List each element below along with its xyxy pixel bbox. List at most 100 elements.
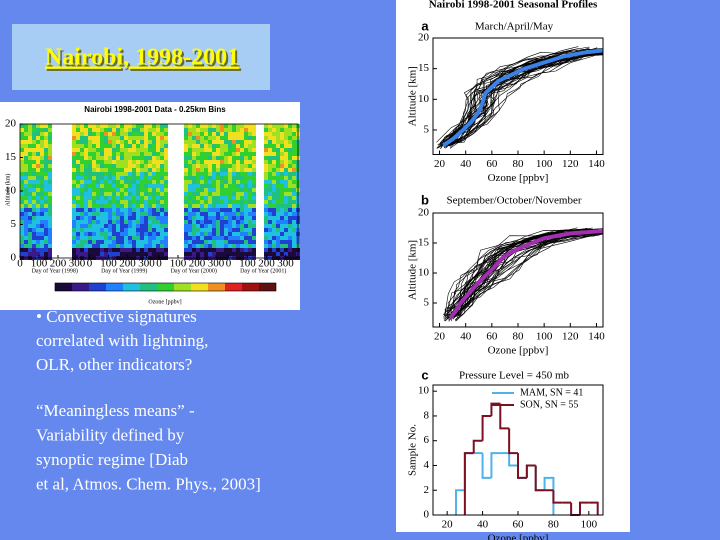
heatmap-cell bbox=[284, 176, 288, 180]
heatmap-cell bbox=[268, 180, 272, 184]
heatmap-cell bbox=[48, 204, 52, 208]
heatmap-cell bbox=[272, 216, 276, 220]
heatmap-cell bbox=[160, 196, 164, 200]
heatmap-cell bbox=[248, 136, 252, 140]
heatmap-cell bbox=[192, 212, 196, 216]
heatmap-cell bbox=[212, 240, 216, 244]
heatmap-cell bbox=[164, 196, 168, 200]
heatmap-cell bbox=[272, 248, 276, 252]
heatmap-cell bbox=[28, 196, 32, 200]
heatmap-cell bbox=[40, 240, 44, 244]
heatmap-cell bbox=[240, 132, 244, 136]
heatmap-cell bbox=[276, 200, 280, 204]
heatmap-cell bbox=[152, 176, 156, 180]
heatmap-cell bbox=[140, 184, 144, 188]
heatmap-cell bbox=[164, 172, 168, 176]
heatmap-cell bbox=[124, 240, 128, 244]
heatmap-cell bbox=[80, 208, 84, 212]
heatmap-cell bbox=[244, 204, 248, 208]
heatmap-cell bbox=[220, 144, 224, 148]
heatmap-cell bbox=[100, 200, 104, 204]
heatmap-cell bbox=[148, 152, 152, 156]
heatmap-cell bbox=[88, 156, 92, 160]
heatmap-cell bbox=[184, 172, 188, 176]
heatmap-cell bbox=[104, 136, 108, 140]
legend-label: MAM, SN = 41 bbox=[520, 387, 583, 398]
histogram-step bbox=[508, 453, 518, 467]
heatmap-cell bbox=[248, 252, 252, 256]
heatmap-cell bbox=[40, 236, 44, 240]
heatmap-cell bbox=[232, 252, 236, 256]
heatmap-cell bbox=[40, 172, 44, 176]
heatmap-cell bbox=[232, 216, 236, 220]
heatmap-cell bbox=[292, 156, 296, 160]
heatmap-cell bbox=[220, 192, 224, 196]
heatmap-cell bbox=[92, 232, 96, 236]
heatmap-cell bbox=[204, 252, 208, 256]
x-axis-label: Ozone [ppbv] bbox=[488, 533, 549, 540]
heatmap-cell bbox=[132, 176, 136, 180]
heatmap-cell bbox=[292, 196, 296, 200]
heatmap-cell bbox=[96, 208, 100, 212]
heatmap-cell bbox=[200, 224, 204, 228]
heatmap-cell bbox=[104, 212, 108, 216]
heatmap-cell bbox=[232, 200, 236, 204]
heatmap-cell bbox=[276, 168, 280, 172]
heatmap-cell bbox=[28, 240, 32, 244]
heatmap-cell bbox=[292, 144, 296, 148]
heatmap-cell bbox=[40, 128, 44, 132]
heatmap-cell bbox=[88, 172, 92, 176]
heatmap-cell bbox=[152, 128, 156, 132]
heatmap-cell bbox=[108, 196, 112, 200]
heatmap-cell bbox=[204, 192, 208, 196]
heatmap-cell bbox=[188, 176, 192, 180]
heatmap-cell bbox=[268, 188, 272, 192]
heatmap-cell bbox=[104, 220, 108, 224]
heatmap-cell bbox=[28, 140, 32, 144]
heatmap-cell bbox=[88, 176, 92, 180]
heatmap-cell bbox=[244, 140, 248, 144]
heatmap-cell bbox=[184, 156, 188, 160]
heatmap-cell bbox=[120, 252, 124, 256]
heatmap-cell bbox=[40, 156, 44, 160]
heatmap-cell bbox=[276, 196, 280, 200]
heatmap-cell bbox=[188, 124, 192, 128]
heatmap-cell bbox=[164, 140, 168, 144]
heatmap-cell bbox=[288, 168, 292, 172]
x-tick-label: 20 bbox=[434, 158, 446, 170]
heatmap-cell bbox=[72, 220, 76, 224]
heatmap-cell bbox=[124, 236, 128, 240]
heatmap-cell bbox=[116, 168, 120, 172]
heatmap-cell bbox=[264, 156, 268, 160]
heatmap-cell bbox=[184, 144, 188, 148]
heatmap-cell bbox=[284, 144, 288, 148]
colorbar-swatch bbox=[72, 283, 89, 291]
heatmap-cell bbox=[240, 152, 244, 156]
heatmap-cell bbox=[84, 224, 88, 228]
heatmap-cell bbox=[184, 176, 188, 180]
heatmap-cell bbox=[144, 128, 148, 132]
heatmap-cell bbox=[80, 124, 84, 128]
heatmap-cell bbox=[208, 148, 212, 152]
heatmap-cell bbox=[148, 244, 152, 248]
heatmap-cell bbox=[156, 156, 160, 160]
heatmap-cell bbox=[220, 148, 224, 152]
heatmap-cell bbox=[264, 240, 268, 244]
heatmap-cell bbox=[36, 236, 40, 240]
heatmap-cell bbox=[280, 144, 284, 148]
heatmap-cell bbox=[212, 188, 216, 192]
heatmap-cell bbox=[208, 136, 212, 140]
heatmap-cell bbox=[128, 192, 132, 196]
heatmap-cell bbox=[76, 216, 80, 220]
heatmap-cell bbox=[100, 128, 104, 132]
heatmap-cell bbox=[76, 220, 80, 224]
heatmap-cell bbox=[276, 140, 280, 144]
heatmap-cell bbox=[224, 192, 228, 196]
heatmap-cell bbox=[128, 208, 132, 212]
heatmap-cell bbox=[208, 232, 212, 236]
heatmap-cell bbox=[108, 160, 112, 164]
heatmap-cell bbox=[112, 184, 116, 188]
heatmap-cell bbox=[232, 184, 236, 188]
heatmap-cell bbox=[112, 140, 116, 144]
heatmap-cell bbox=[268, 152, 272, 156]
